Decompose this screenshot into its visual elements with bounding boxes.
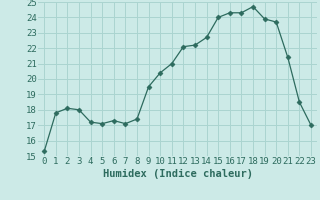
- X-axis label: Humidex (Indice chaleur): Humidex (Indice chaleur): [103, 169, 252, 179]
